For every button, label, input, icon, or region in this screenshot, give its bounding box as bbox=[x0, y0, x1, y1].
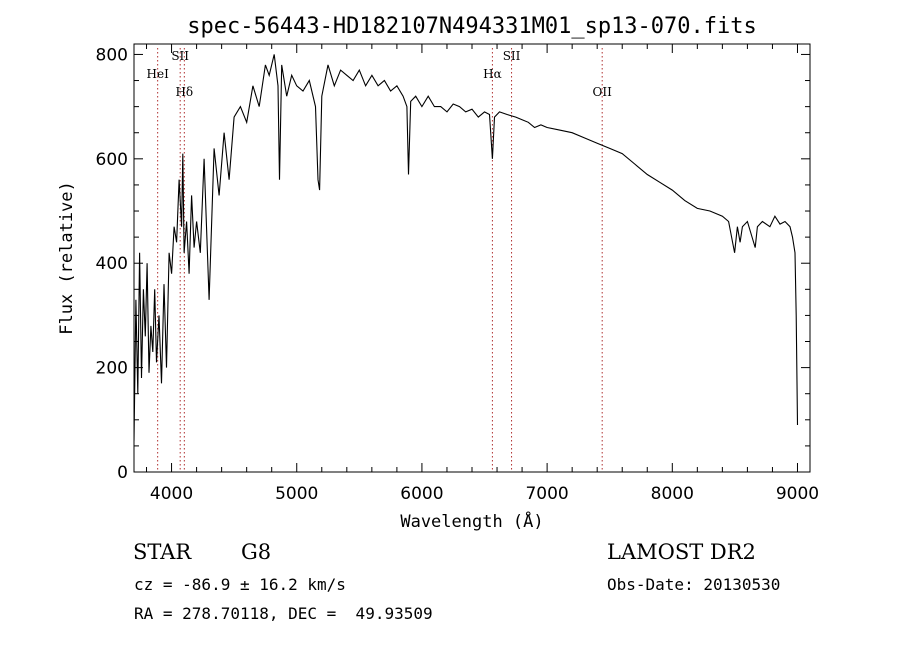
x-axis-label: Wavelength (Å) bbox=[400, 510, 543, 532]
x-tick-label: 8000 bbox=[651, 484, 694, 504]
y-tick-label: 600 bbox=[96, 150, 128, 170]
survey-name: LAMOST DR2 bbox=[607, 540, 756, 564]
chart-title: spec-56443-HD182107N494331M01_sp13-070.f… bbox=[187, 14, 757, 39]
line-marker-label: SII bbox=[503, 49, 521, 63]
line-marker-label: HeI bbox=[147, 67, 170, 81]
x-tick-label: 7000 bbox=[525, 484, 568, 504]
object-subclass: G8 bbox=[241, 540, 272, 564]
x-tick-label: 5000 bbox=[275, 484, 318, 504]
line-marker-label: OII bbox=[593, 85, 613, 99]
plot-frame bbox=[133, 43, 811, 473]
line-marker-label: Hα bbox=[483, 67, 502, 81]
y-tick-label: 0 bbox=[117, 463, 128, 483]
line-marker-label: Hδ bbox=[175, 85, 193, 99]
x-tick-label: 6000 bbox=[400, 484, 443, 504]
x-tick-label: 9000 bbox=[776, 484, 819, 504]
redshift-cz: cz = -86.9 ± 16.2 km/s bbox=[134, 575, 346, 594]
observation-date: Obs-Date: 20130530 bbox=[607, 575, 781, 594]
y-tick-label: 800 bbox=[96, 45, 128, 65]
x-tick-label: 4000 bbox=[150, 484, 193, 504]
coordinates: RA = 278.70118, DEC = 49.93509 bbox=[134, 604, 433, 623]
y-tick-label: 200 bbox=[96, 359, 128, 379]
y-tick-label: 400 bbox=[96, 254, 128, 274]
line-marker-label: SII bbox=[171, 49, 189, 63]
y-axis-label: Flux (relative) bbox=[57, 181, 77, 335]
spectrum-line bbox=[134, 54, 799, 441]
object-class: STAR bbox=[133, 540, 192, 564]
